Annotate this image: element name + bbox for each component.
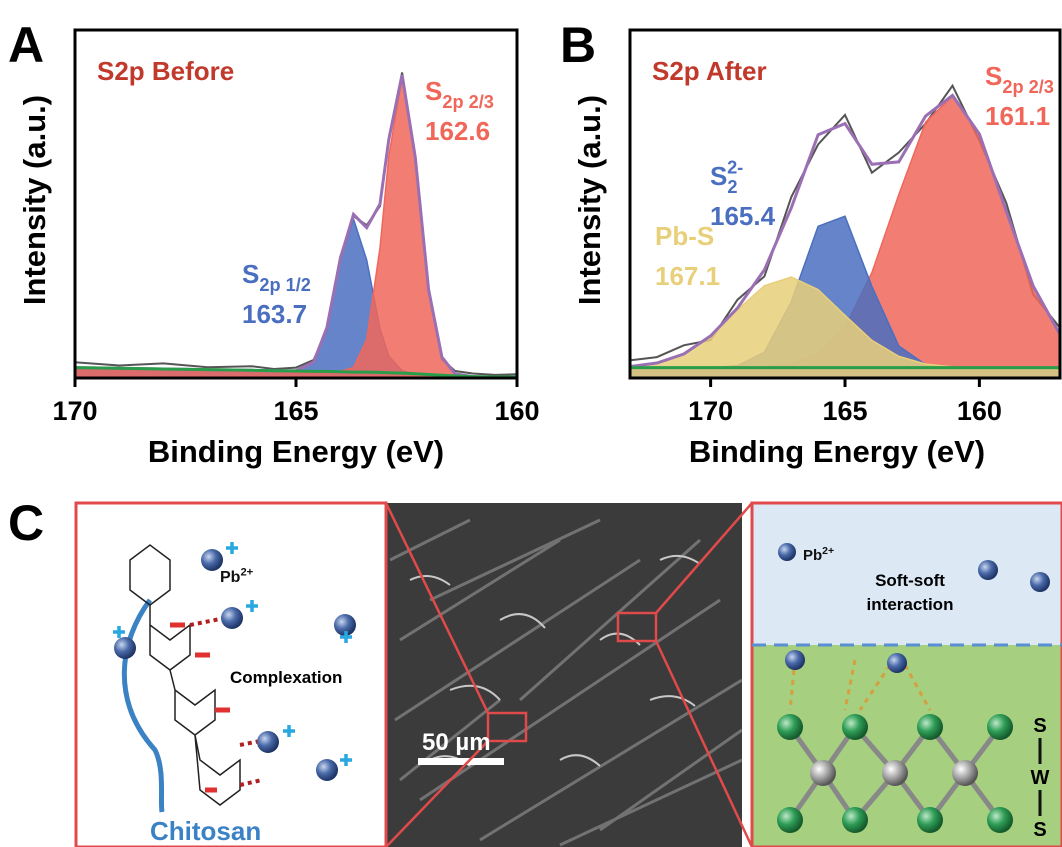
y-axis-label: Intensity (a.u.) xyxy=(572,95,607,305)
peak-label-sub: 2p 1/2 xyxy=(259,275,311,295)
peak-label: S2p 2/3 xyxy=(425,76,494,112)
peak-label-sup: 2- xyxy=(727,157,743,177)
peak-label: S22- xyxy=(710,157,743,197)
x-tick-label: 170 xyxy=(52,396,97,426)
peak-energy: 162.6 xyxy=(425,116,490,146)
scale-bar-label: 50 µm xyxy=(422,729,491,756)
x-tick-label: 170 xyxy=(688,396,733,426)
x-axis-label: Binding Energy (eV) xyxy=(689,434,985,469)
peak-label-main: S xyxy=(985,61,1002,91)
panel-label: B xyxy=(560,17,596,73)
peak-label-main: S xyxy=(710,161,727,191)
peak-energy: 163.7 xyxy=(242,299,307,329)
panel-title: S2p Before xyxy=(97,56,234,86)
ion-label: Pb2+ xyxy=(220,567,254,586)
peak-label-main: Pb-S xyxy=(655,221,714,251)
layer-label: S xyxy=(1033,819,1046,841)
panel-title: S2p After xyxy=(652,56,767,86)
layer-label: S xyxy=(1033,715,1046,737)
x-axis-label: Binding Energy (eV) xyxy=(148,434,444,469)
peak-label-sub: 2 xyxy=(727,177,737,197)
panel-c-art xyxy=(76,503,1062,847)
x-tick-label: 165 xyxy=(822,396,867,426)
peak-label: Pb-S xyxy=(655,221,714,251)
peak-energy: 165.4 xyxy=(710,201,776,231)
interaction-label: interaction xyxy=(867,595,954,614)
peak-label-sub: 2p 2/3 xyxy=(442,92,494,112)
x-tick-label: 165 xyxy=(273,396,318,426)
ion-label-main: Pb xyxy=(220,569,241,586)
layer-label: W xyxy=(1031,767,1050,789)
peak-energy: 167.1 xyxy=(655,261,720,291)
panel-label: C xyxy=(8,495,44,551)
ion-label-sup: 2+ xyxy=(822,545,834,557)
peak-label-main: S xyxy=(242,259,259,289)
ion-label-sup: 2+ xyxy=(240,567,253,579)
polymer-label: Chitosan xyxy=(150,816,261,846)
peak-label: S2p 2/3 xyxy=(985,61,1054,97)
interaction-label: Soft-soft xyxy=(875,571,945,590)
y-axis-label: Intensity (a.u.) xyxy=(17,95,52,305)
panel-label: A xyxy=(8,17,44,73)
peak-label-sub: 2p 2/3 xyxy=(1002,77,1054,97)
ion-label-main: Pb xyxy=(803,547,822,564)
figure: 170 165 160 A S2p Before Binding Energy (eV) I… xyxy=(0,0,1062,847)
x-tick-label: 160 xyxy=(957,396,1002,426)
peak-label-main: S xyxy=(425,76,442,106)
peak-energy: 161.1 xyxy=(985,101,1050,131)
process-label: Complexation xyxy=(230,668,342,687)
x-tick-label: 160 xyxy=(494,396,539,426)
peak-label: S2p 1/2 xyxy=(242,259,311,295)
